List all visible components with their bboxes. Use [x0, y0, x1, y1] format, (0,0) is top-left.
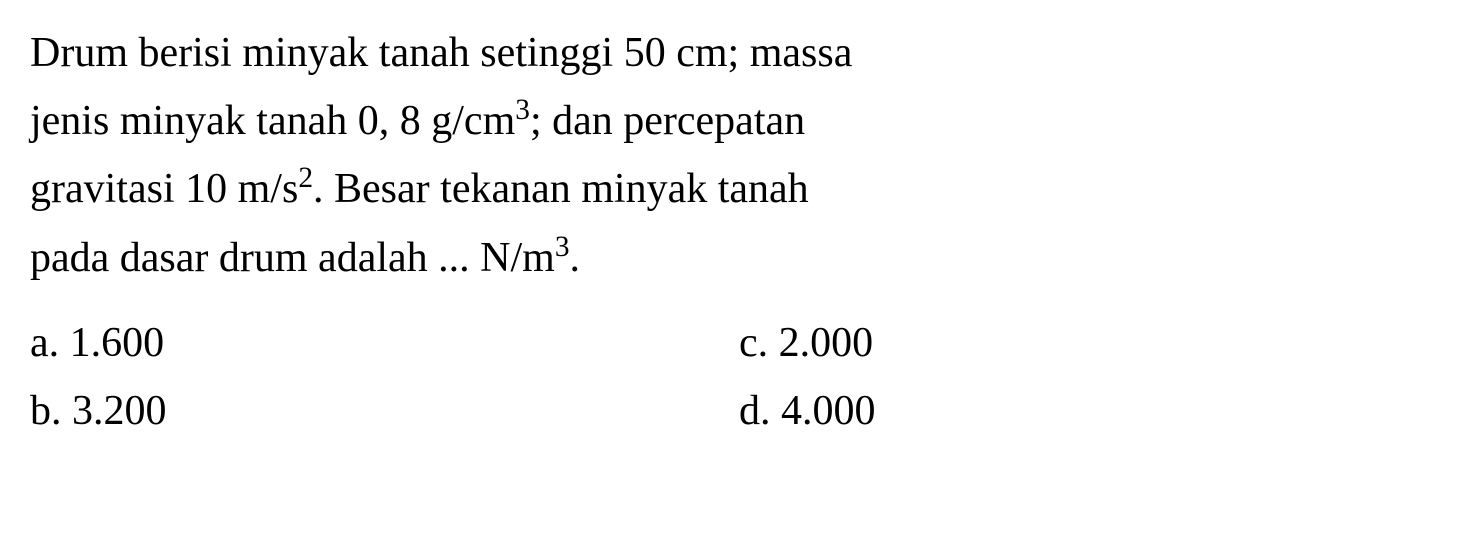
question-line-3-post: . Besar tekanan minyak tanah	[313, 166, 809, 212]
question-line-3-pre: gravitasi 10 m/s	[30, 166, 298, 212]
question-line-1: Drum berisi minyak tanah setinggi 50 cm;…	[30, 30, 852, 76]
option-b: b. 3.200	[30, 380, 739, 443]
option-d: d. 4.000	[739, 380, 1448, 443]
option-c: c. 2.000	[739, 312, 1448, 375]
options-container: a. 1.600 b. 3.200 c. 2.000 d. 4.000	[30, 312, 1448, 448]
question-line-2-pre: jenis minyak tanah 0, 8 g/cm	[30, 98, 515, 144]
options-column-right: c. 2.000 d. 4.000	[739, 312, 1448, 448]
question-line-4-sup: 3	[555, 231, 570, 263]
question-line-2-sup: 3	[515, 94, 530, 126]
question-text: Drum berisi minyak tanah setinggi 50 cm;…	[30, 20, 1448, 292]
options-column-left: a. 1.600 b. 3.200	[30, 312, 739, 448]
option-a: a. 1.600	[30, 312, 739, 375]
question-line-4-pre: pada dasar drum adalah ... N/m	[30, 235, 555, 281]
question-line-3-sup: 2	[298, 162, 313, 194]
question-line-2-post: ; dan percepatan	[530, 98, 805, 144]
question-line-4-post: .	[570, 235, 581, 281]
